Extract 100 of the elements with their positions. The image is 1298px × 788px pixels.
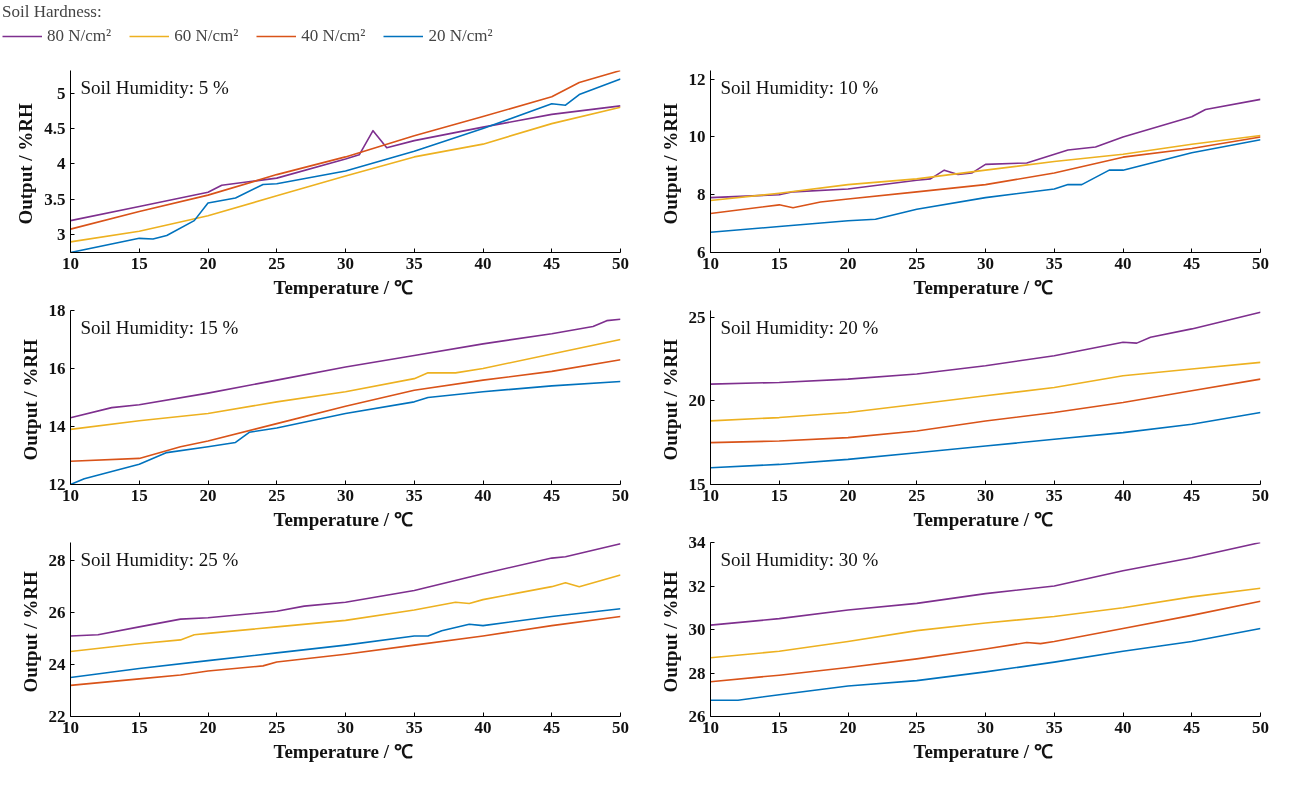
line-series [710, 411, 1261, 469]
x-tick-label: 35 [405, 253, 423, 273]
x-tick-label: 30 [337, 485, 354, 505]
y-tick-label: 28 [688, 663, 706, 683]
y-tick-label: 25 [688, 307, 706, 327]
y-tick-label: 30 [688, 620, 706, 639]
y-tick-label: 14 [48, 417, 66, 436]
chart-title: Soil Humidity: 25 % [80, 548, 239, 570]
y-tick-label: 16 [48, 359, 66, 378]
y-tick-label: 3 [57, 225, 66, 245]
x-axis-title: Temperature / ℃ [913, 276, 1053, 298]
x-tick-label: 35 [405, 485, 423, 505]
line-series [70, 338, 621, 431]
line-series [70, 607, 621, 679]
line-series [710, 587, 1261, 659]
x-tick-label: 40 [474, 253, 492, 273]
line-series [710, 134, 1261, 202]
x-tick-label: 30 [977, 485, 994, 505]
y-axis-title: Output / %RH [19, 338, 41, 461]
y-tick-label: 24 [48, 655, 66, 675]
x-tick-label: 50 [612, 485, 629, 505]
chart-title: Soil Humidity: 10 % [720, 76, 879, 98]
x-tick-label: 45 [543, 485, 561, 505]
chart-title: Soil Humidity: 15 % [80, 316, 239, 338]
y-tick-label: 4 [57, 154, 66, 174]
x-tick-label: 50 [612, 253, 629, 273]
y-axis-title: Output / %RH [659, 570, 681, 693]
x-tick-label: 35 [1045, 717, 1063, 737]
x-tick-label: 50 [1252, 717, 1269, 737]
x-axis-title: Temperature / ℃ [273, 508, 413, 530]
x-tick-label: 25 [268, 717, 286, 737]
x-tick-label: 15 [770, 253, 788, 273]
chart-title: Soil Humidity: 20 % [720, 316, 879, 338]
x-axis-title: Temperature / ℃ [913, 740, 1053, 762]
y-tick-label: 5 [57, 83, 66, 103]
legend-label: 40 N/cm² [301, 26, 366, 46]
y-tick-label: 12 [688, 69, 706, 89]
legend-label: 60 N/cm² [174, 26, 239, 46]
y-axis-title: Output / %RH [19, 570, 41, 693]
x-tick-label: 45 [1183, 485, 1201, 505]
y-tick-label: 26 [48, 603, 66, 623]
line-series [70, 318, 621, 419]
y-axis-title: Output / %RH [659, 338, 681, 461]
x-tick-label: 20 [839, 485, 857, 505]
legend-label: 20 N/cm² [428, 26, 493, 46]
x-tick-label: 25 [908, 717, 926, 737]
x-axis-title: Temperature / ℃ [273, 740, 413, 762]
y-tick-label: 34 [688, 533, 706, 552]
y-tick-label: 32 [688, 576, 706, 596]
x-tick-label: 30 [977, 717, 994, 737]
x-tick-label: 20 [199, 253, 217, 273]
x-tick-label: 20 [199, 717, 217, 737]
y-tick-label: 8 [697, 185, 706, 205]
line-series [710, 361, 1261, 422]
y-tick-label: 20 [688, 391, 706, 411]
line-series [70, 543, 621, 637]
x-axis-title: Temperature / ℃ [913, 508, 1053, 530]
line-series [70, 106, 621, 243]
y-tick-label: 4.5 [44, 119, 66, 139]
line-series [710, 139, 1261, 234]
line-series [70, 70, 621, 230]
y-axis-title: Output / %RH [15, 102, 37, 225]
x-tick-label: 25 [268, 485, 286, 505]
y-tick-label: 18 [48, 301, 66, 320]
x-tick-label: 45 [543, 253, 561, 273]
y-tick-label: 28 [48, 551, 66, 571]
y-tick-label: 3.5 [44, 189, 66, 209]
line-series [70, 105, 621, 222]
x-tick-label: 40 [474, 717, 492, 737]
x-tick-label: 25 [908, 485, 926, 505]
y-axis-title: Output / %RH [659, 102, 681, 225]
line-series [70, 359, 621, 463]
x-tick-label: 50 [1252, 253, 1269, 273]
line-series [710, 600, 1261, 683]
x-tick-label: 15 [130, 253, 148, 273]
line-series [710, 627, 1261, 701]
x-tick-label: 40 [1114, 485, 1132, 505]
chart-title: Soil Humidity: 30 % [720, 548, 879, 570]
line-series [710, 98, 1261, 199]
x-tick-label: 45 [543, 717, 561, 737]
chart-title: Soil Humidity: 5 % [80, 76, 229, 98]
x-tick-label: 25 [908, 253, 926, 273]
x-tick-label: 40 [1114, 253, 1132, 273]
x-tick-label: 30 [337, 717, 354, 737]
line-series [710, 311, 1261, 385]
x-tick-label: 35 [1045, 485, 1063, 505]
legend-title: Soil Hardness: [2, 2, 103, 22]
x-tick-label: 50 [1252, 485, 1269, 505]
x-axis-title: Temperature / ℃ [273, 276, 413, 298]
x-tick-label: 15 [770, 485, 788, 505]
line-series [70, 615, 621, 687]
x-tick-label: 30 [977, 253, 994, 273]
x-tick-label: 20 [839, 717, 857, 737]
legend-label: 80 N/cm² [47, 26, 112, 46]
x-tick-label: 20 [199, 485, 217, 505]
x-tick-label: 15 [130, 717, 148, 737]
x-tick-label: 50 [612, 717, 629, 737]
x-tick-label: 15 [130, 485, 148, 505]
x-tick-label: 40 [1114, 717, 1132, 737]
line-series [70, 574, 621, 653]
